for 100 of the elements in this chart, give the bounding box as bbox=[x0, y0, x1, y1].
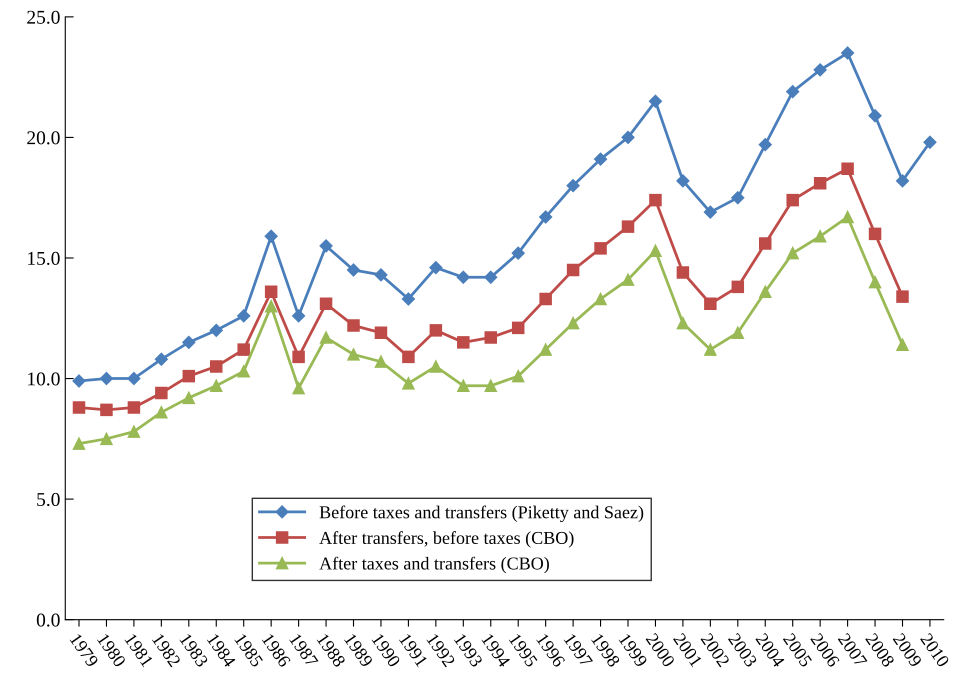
point bbox=[704, 343, 717, 356]
point bbox=[676, 266, 690, 279]
point bbox=[868, 109, 882, 122]
point bbox=[731, 191, 744, 204]
point bbox=[72, 374, 86, 388]
point bbox=[72, 437, 86, 450]
point bbox=[430, 324, 442, 337]
point bbox=[896, 338, 909, 352]
point bbox=[456, 270, 470, 284]
point bbox=[484, 270, 498, 284]
point bbox=[649, 194, 662, 206]
point bbox=[374, 268, 388, 282]
legend-label: Before taxes and transfers (Piketty and Saez) bbox=[320, 505, 644, 522]
point bbox=[319, 239, 333, 253]
point bbox=[814, 176, 826, 190]
point bbox=[320, 298, 332, 310]
point bbox=[457, 380, 470, 392]
point bbox=[732, 326, 744, 339]
y-tick-label: 5.0 bbox=[37, 492, 60, 506]
point bbox=[347, 319, 360, 332]
point bbox=[72, 401, 86, 414]
point bbox=[622, 220, 634, 233]
point bbox=[100, 372, 114, 386]
point bbox=[155, 406, 168, 419]
point bbox=[457, 336, 470, 349]
point bbox=[759, 285, 772, 298]
x-tick-label: 1997 bbox=[564, 633, 594, 668]
point bbox=[402, 292, 415, 306]
point bbox=[786, 194, 799, 206]
point bbox=[264, 230, 278, 243]
point bbox=[539, 210, 552, 224]
point bbox=[484, 380, 498, 392]
point bbox=[841, 210, 854, 224]
point bbox=[264, 300, 278, 312]
point bbox=[374, 355, 388, 368]
point bbox=[100, 404, 113, 416]
point bbox=[868, 228, 882, 240]
point bbox=[539, 343, 552, 356]
legend-label: After transfers, before taxes (CBO) bbox=[319, 531, 574, 548]
point bbox=[594, 292, 607, 306]
point bbox=[786, 85, 800, 98]
point bbox=[704, 298, 717, 310]
point bbox=[868, 276, 882, 288]
point bbox=[649, 244, 662, 257]
point bbox=[154, 352, 168, 366]
point bbox=[320, 331, 332, 344]
point bbox=[621, 130, 635, 144]
y-tick-label: 25.0 bbox=[27, 10, 60, 24]
y-tick-label: 0.0 bbox=[36, 613, 60, 627]
point bbox=[402, 350, 415, 364]
point bbox=[484, 331, 498, 344]
y-tick-label: 20.0 bbox=[27, 131, 60, 144]
y-tick-label: 10.0 bbox=[28, 372, 60, 386]
point bbox=[182, 370, 196, 382]
point bbox=[210, 380, 223, 392]
point bbox=[676, 174, 690, 188]
point bbox=[758, 138, 772, 152]
point bbox=[237, 365, 250, 378]
point bbox=[182, 336, 196, 349]
point bbox=[128, 401, 140, 414]
point bbox=[210, 360, 223, 373]
point bbox=[512, 322, 524, 334]
point bbox=[704, 206, 717, 219]
point bbox=[594, 152, 608, 166]
point bbox=[512, 246, 525, 260]
point bbox=[347, 348, 360, 361]
point bbox=[539, 292, 552, 306]
point bbox=[648, 94, 662, 108]
point bbox=[182, 392, 196, 404]
point bbox=[566, 179, 580, 192]
point bbox=[759, 237, 772, 250]
point bbox=[430, 360, 442, 373]
point bbox=[237, 309, 250, 322]
x-tick-label: 1987 bbox=[289, 633, 319, 668]
point bbox=[896, 290, 909, 303]
point bbox=[594, 242, 607, 255]
point bbox=[128, 425, 140, 438]
point bbox=[786, 246, 799, 260]
point bbox=[292, 382, 305, 394]
point bbox=[292, 309, 306, 322]
point bbox=[402, 377, 415, 390]
point bbox=[622, 273, 634, 286]
point bbox=[127, 372, 140, 386]
point bbox=[155, 386, 168, 400]
x-tick-label: 2007 bbox=[838, 632, 868, 668]
point bbox=[923, 136, 937, 149]
point bbox=[841, 162, 854, 176]
point bbox=[676, 316, 690, 330]
point bbox=[896, 174, 910, 188]
point bbox=[566, 264, 580, 276]
point bbox=[566, 316, 580, 330]
point bbox=[814, 63, 827, 77]
point bbox=[292, 350, 305, 364]
point bbox=[814, 230, 826, 243]
point bbox=[732, 280, 744, 294]
point bbox=[210, 324, 223, 337]
point bbox=[100, 432, 113, 446]
point bbox=[374, 326, 388, 339]
y-tick-label: 15.0 bbox=[28, 252, 60, 266]
point bbox=[429, 261, 442, 274]
